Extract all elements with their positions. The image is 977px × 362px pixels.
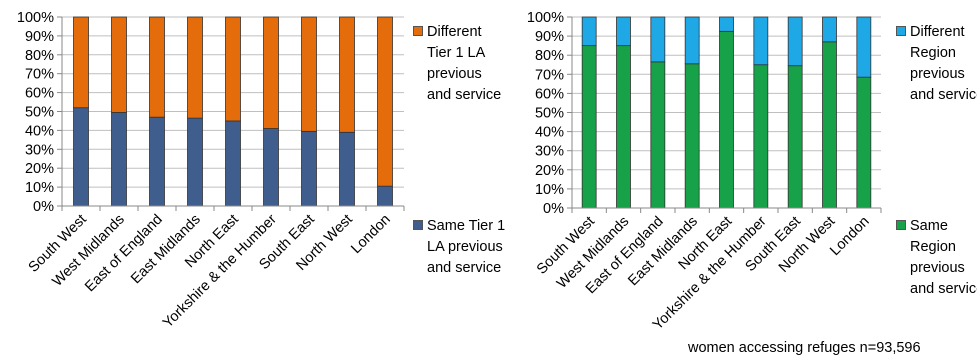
bar-1-east-of-england-same xyxy=(149,116,165,207)
y-tick-label-1-10: 100% xyxy=(17,10,54,26)
legend-swatch-different-tier xyxy=(413,26,423,36)
footnote: women accessing refuges n=93,596 xyxy=(688,340,921,356)
bar-1-east-midlands-different xyxy=(187,16,203,119)
bar-1-south-east-different xyxy=(301,16,317,132)
x-category-label-2-london: London xyxy=(827,214,873,260)
y-tick-label-2-9: 90% xyxy=(535,29,564,45)
bar-2-east-midlands-different xyxy=(684,16,700,65)
bar-2-north-east-same xyxy=(719,30,734,209)
y-tick-label-1-9: 90% xyxy=(25,29,54,45)
bar-2-south-west-different xyxy=(581,16,597,47)
bar-1-yorkshire-the-humber-same xyxy=(263,128,279,207)
y-tick-label-2-8: 80% xyxy=(535,48,564,64)
y-tick-label-1-4: 40% xyxy=(25,123,54,139)
y-tick-label-1-7: 70% xyxy=(25,67,54,83)
y-tick-label-1-0: 0% xyxy=(33,199,54,215)
y-tick-label-2-2: 20% xyxy=(535,163,564,179)
bar-2-yorkshire-the-humber-same xyxy=(753,64,769,209)
bar-1-south-west-different xyxy=(73,16,89,109)
y-tick-label-2-4: 40% xyxy=(535,125,564,141)
bar-2-south-west-same xyxy=(581,45,597,209)
y-tick-label-2-10: 100% xyxy=(527,10,564,26)
legend-swatch-same-region xyxy=(896,220,906,230)
bar-2-west-midlands-different xyxy=(616,16,631,47)
legend-label-different-tier: Different Tier 1 LA previous and service xyxy=(427,24,502,103)
bar-2-north-west-same xyxy=(822,41,837,209)
bar-2-south-east-same xyxy=(787,65,803,209)
bar-1-south-west-same xyxy=(73,107,89,207)
bar-2-north-west-different xyxy=(822,16,837,43)
y-tick-label-1-2: 20% xyxy=(25,161,54,177)
y-tick-label-2-5: 50% xyxy=(535,106,564,122)
y-tick-label-1-3: 30% xyxy=(25,142,54,158)
bar-1-north-west-same xyxy=(339,131,355,207)
bar-1-west-midlands-different xyxy=(111,16,127,113)
y-tick-label-2-3: 30% xyxy=(535,144,564,160)
y-tick-label-2-0: 0% xyxy=(543,201,564,217)
legend-swatch-same-tier xyxy=(413,220,423,230)
bar-1-south-east-same xyxy=(301,130,317,207)
x-category-label-1-london: London xyxy=(348,212,394,258)
y-tick-label-1-5: 50% xyxy=(25,105,54,121)
y-tick-label-2-7: 70% xyxy=(535,67,564,83)
bar-2-london-different xyxy=(856,16,872,78)
bar-1-london-same xyxy=(377,185,393,207)
bar-1-north-west-different xyxy=(339,16,355,133)
legend-label-same-tier: Same Tier 1 LA previous and service xyxy=(427,218,506,276)
bar-1-london-different xyxy=(377,16,393,187)
y-tick-label-2-6: 60% xyxy=(535,86,564,102)
legend-swatch-different-region xyxy=(896,26,906,36)
bar-2-south-east-different xyxy=(787,16,803,67)
bar-2-east-of-england-different xyxy=(650,16,666,63)
bar-2-north-east-different xyxy=(719,16,734,32)
y-tick-label-1-6: 60% xyxy=(25,86,54,102)
bar-1-west-midlands-same xyxy=(111,112,127,207)
bar-1-north-east-different xyxy=(225,16,241,122)
legend-label-different-region: Different Region previous and service xyxy=(910,24,977,103)
y-tick-label-2-1: 10% xyxy=(535,182,564,198)
y-tick-label-1-1: 10% xyxy=(25,180,54,196)
bar-1-yorkshire-the-humber-different xyxy=(263,16,279,129)
bar-2-east-midlands-same xyxy=(684,63,700,209)
bar-1-east-midlands-same xyxy=(187,117,203,207)
bar-2-west-midlands-same xyxy=(616,45,631,209)
bar-1-north-east-same xyxy=(225,120,241,207)
bar-2-east-of-england-same xyxy=(650,61,666,209)
y-tick-label-1-8: 80% xyxy=(25,48,54,64)
bar-1-east-of-england-different xyxy=(149,16,165,118)
legend-label-same-region: Same Region previous and service xyxy=(910,218,977,297)
bar-2-london-same xyxy=(856,76,872,209)
bar-2-yorkshire-the-humber-different xyxy=(753,16,769,66)
